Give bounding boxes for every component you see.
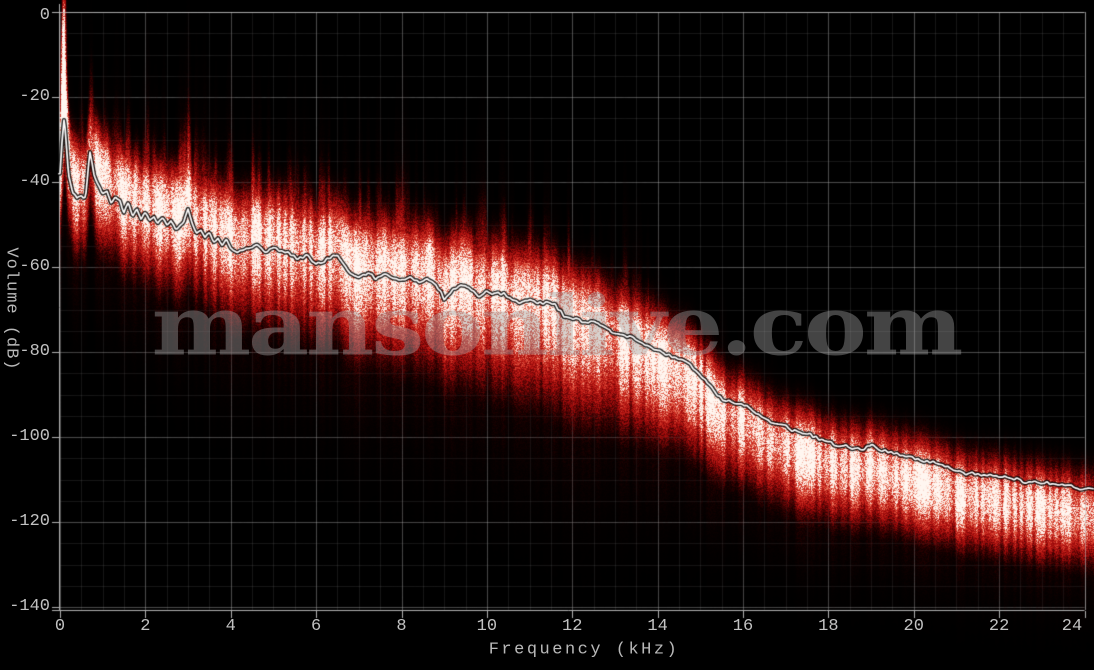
y-tick-label: 0 xyxy=(39,6,50,25)
x-tick-label: 20 xyxy=(903,617,924,636)
x-tick-label: 24 xyxy=(1061,617,1083,636)
x-tick-label: 4 xyxy=(225,617,236,636)
y-tick-label: -60 xyxy=(19,257,50,276)
x-tick-label: 2 xyxy=(140,617,151,636)
x-tick-label: 8 xyxy=(396,617,407,636)
x-tick-label: 14 xyxy=(647,617,668,636)
y-axis-title: Volume (dB) xyxy=(1,247,21,371)
x-tick-label: 6 xyxy=(311,617,322,636)
x-tick-label: 22 xyxy=(988,617,1010,636)
y-tick-label: -100 xyxy=(9,427,50,446)
x-axis-title: Frequency (kHz) xyxy=(488,640,680,660)
y-tick-label: -120 xyxy=(9,512,50,531)
x-tick-label: 12 xyxy=(562,617,583,636)
x-tick-label: 16 xyxy=(732,617,754,636)
y-tick-label: -140 xyxy=(9,597,50,616)
x-tick-label: 0 xyxy=(54,617,66,636)
x-tick-label: 10 xyxy=(476,617,498,636)
x-tick-label: 18 xyxy=(818,617,839,636)
y-tick-label: -80 xyxy=(19,342,50,361)
y-tick-label: -20 xyxy=(19,87,50,106)
y-tick-label: -40 xyxy=(19,172,50,191)
